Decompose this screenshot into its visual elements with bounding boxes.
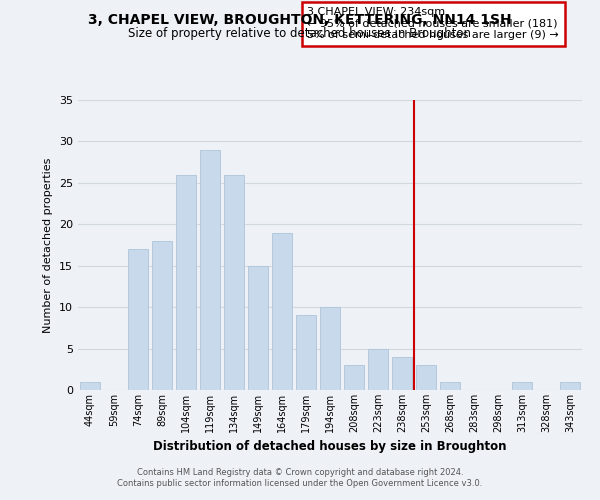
Bar xyxy=(272,232,292,390)
Text: Contains HM Land Registry data © Crown copyright and database right 2024.
Contai: Contains HM Land Registry data © Crown c… xyxy=(118,468,482,487)
X-axis label: Distribution of detached houses by size in Broughton: Distribution of detached houses by size … xyxy=(153,440,507,454)
Bar xyxy=(320,307,340,390)
Bar xyxy=(128,249,148,390)
Bar xyxy=(296,316,316,390)
Bar xyxy=(248,266,268,390)
Text: Size of property relative to detached houses in Broughton: Size of property relative to detached ho… xyxy=(128,28,472,40)
Bar xyxy=(368,348,388,390)
Bar xyxy=(224,174,244,390)
Bar xyxy=(176,174,196,390)
Bar xyxy=(416,365,436,390)
Bar xyxy=(560,382,580,390)
Bar xyxy=(200,150,220,390)
Y-axis label: Number of detached properties: Number of detached properties xyxy=(43,158,53,332)
Bar xyxy=(440,382,460,390)
Text: 3, CHAPEL VIEW, BROUGHTON, KETTERING, NN14 1SH: 3, CHAPEL VIEW, BROUGHTON, KETTERING, NN… xyxy=(88,12,512,26)
Bar xyxy=(344,365,364,390)
Bar xyxy=(512,382,532,390)
Bar xyxy=(152,241,172,390)
Bar xyxy=(80,382,100,390)
Bar xyxy=(392,357,412,390)
Text: 3 CHAPEL VIEW: 234sqm
← 95% of detached houses are smaller (181)
5% of semi-deta: 3 CHAPEL VIEW: 234sqm ← 95% of detached … xyxy=(307,7,559,40)
